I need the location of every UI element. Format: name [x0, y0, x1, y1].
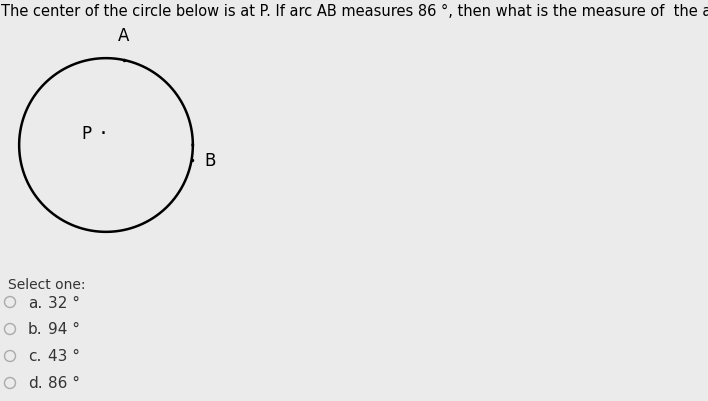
Text: 86 °: 86 °	[48, 376, 80, 391]
Text: P: P	[81, 124, 92, 142]
Text: b.: b.	[28, 322, 42, 337]
Text: The center of the circle below is at P. If arc AB measures 86 °, then what is th: The center of the circle below is at P. …	[1, 4, 708, 18]
Text: Select one:: Select one:	[8, 277, 86, 291]
Text: 43 °: 43 °	[48, 348, 80, 364]
Text: A: A	[118, 27, 130, 45]
Text: d.: d.	[28, 376, 42, 391]
Text: 94 °: 94 °	[48, 322, 80, 337]
Text: c.: c.	[28, 348, 41, 364]
Text: 32 °: 32 °	[48, 295, 80, 310]
Text: a.: a.	[28, 295, 42, 310]
Text: B: B	[204, 152, 215, 170]
Text: ·: ·	[100, 123, 107, 143]
